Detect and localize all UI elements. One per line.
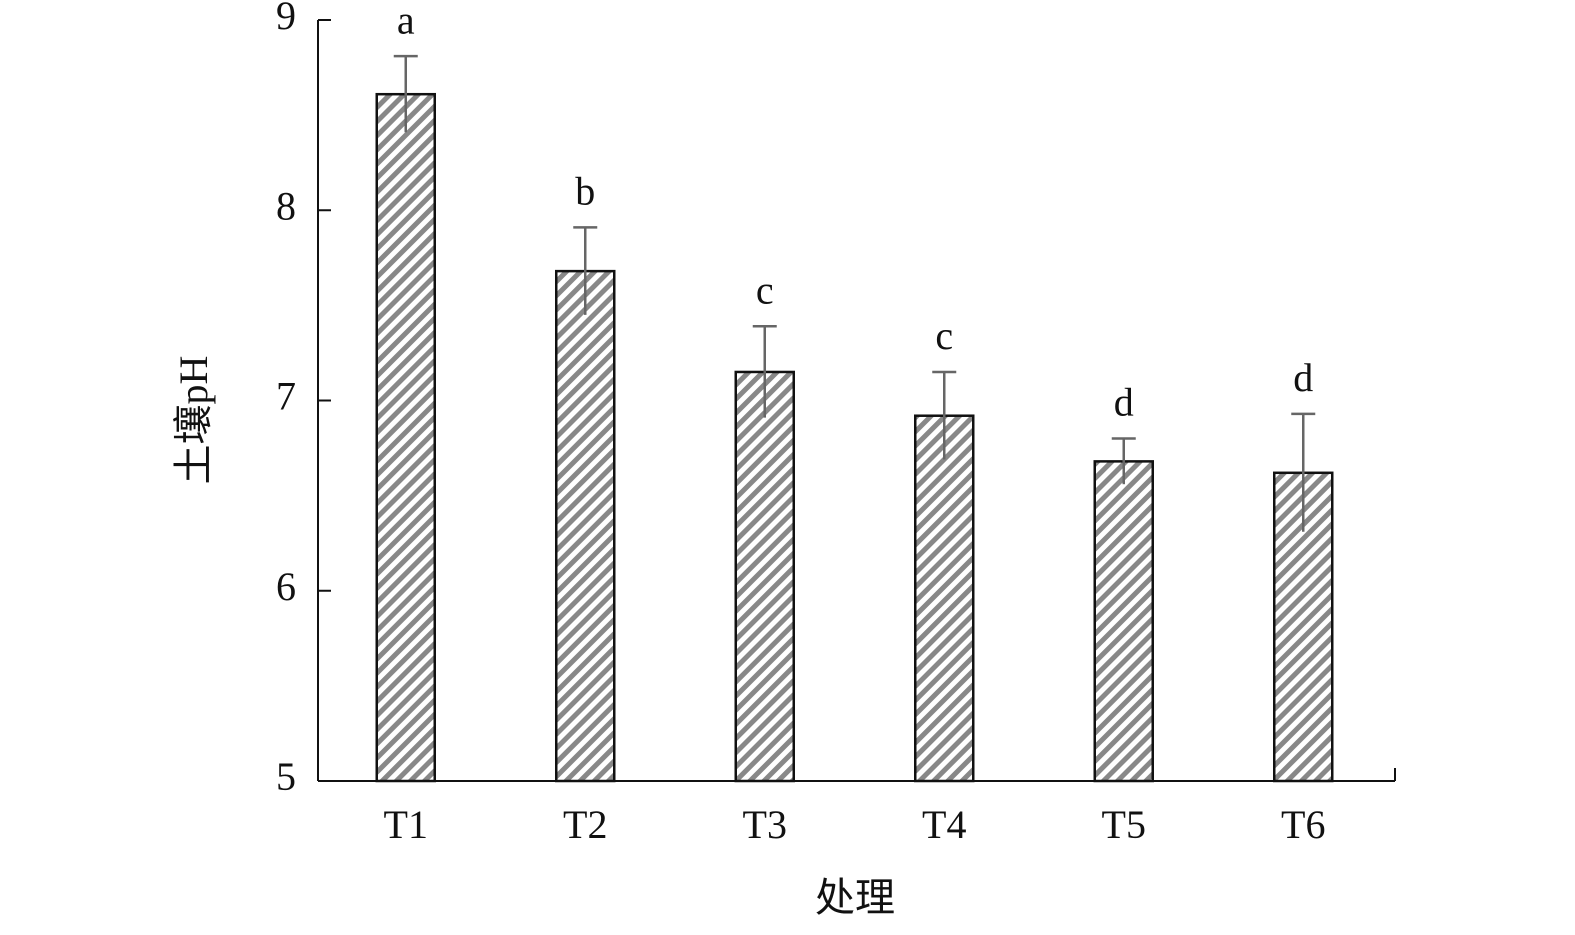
- significance-label: d: [1293, 355, 1313, 400]
- bar: [734, 370, 795, 783]
- y-tick-label: 9: [276, 0, 296, 38]
- bar: [555, 269, 616, 783]
- significance-label: a: [397, 0, 415, 42]
- significance-label: b: [575, 169, 595, 214]
- y-axis-title: 土壤pH: [171, 356, 216, 485]
- x-tick-label: T6: [1281, 802, 1325, 847]
- y-tick-label: 7: [276, 374, 296, 419]
- bar: [375, 92, 436, 783]
- x-tick-label: T3: [743, 802, 787, 847]
- x-tick-label: T5: [1102, 802, 1146, 847]
- y-tick-label: 8: [276, 183, 296, 228]
- x-tick-label: T2: [563, 802, 607, 847]
- x-tick-label: T4: [922, 802, 966, 847]
- y-tick-label: 6: [276, 564, 296, 609]
- significance-label: d: [1114, 380, 1134, 425]
- significance-label: c: [756, 267, 774, 312]
- x-axis-title: 处理: [815, 875, 895, 920]
- y-tick-label: 5: [276, 754, 296, 799]
- bar: [914, 414, 975, 783]
- x-tick-label: T1: [384, 802, 428, 847]
- significance-label: c: [935, 313, 953, 358]
- bar: [1093, 460, 1154, 783]
